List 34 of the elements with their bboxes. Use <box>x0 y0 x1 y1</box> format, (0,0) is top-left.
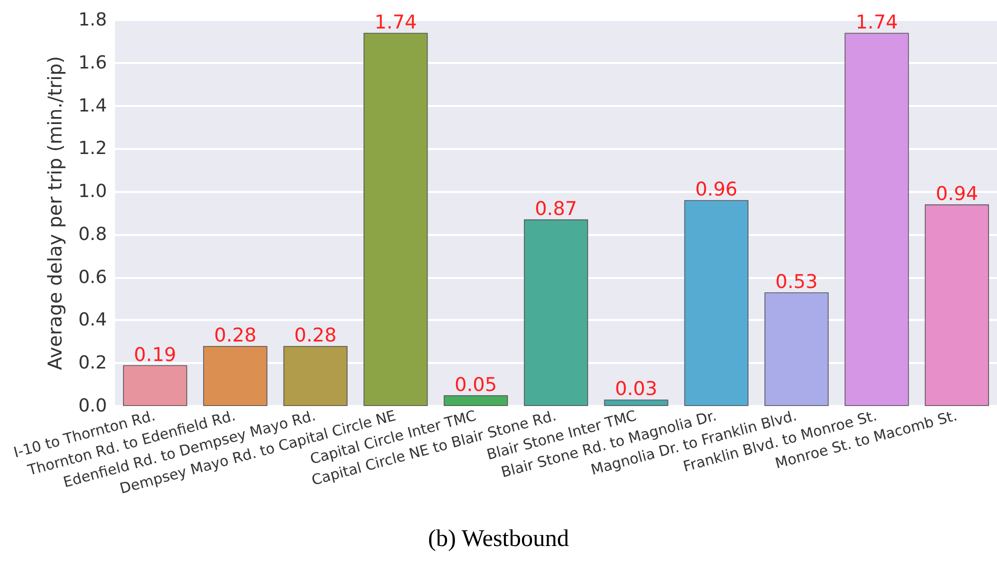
data-label: 0.96 <box>695 178 738 201</box>
data-label: 0.53 <box>775 270 818 293</box>
bar <box>444 395 508 406</box>
data-label: 0.19 <box>134 344 176 366</box>
data-label: 0.05 <box>454 374 497 396</box>
y-tick-label: 1.2 <box>78 138 107 160</box>
y-tick-label: 1.0 <box>78 181 107 202</box>
y-tick-label: 0.2 <box>78 352 107 374</box>
data-label: 1.74 <box>856 11 898 34</box>
bar <box>524 219 588 406</box>
text: (b) Westbound <box>428 526 569 552</box>
y-axis-title: Average delay per trip (min./trip) <box>44 56 66 370</box>
y-tick-label: 1.8 <box>78 10 107 30</box>
bar <box>844 32 909 406</box>
data-label: 0.28 <box>214 324 256 346</box>
y-tick-label: 1.6 <box>78 52 107 74</box>
bar <box>123 365 188 406</box>
data-label: 1.74 <box>374 11 417 34</box>
data-label: 0.03 <box>615 378 658 400</box>
bar <box>283 346 348 406</box>
bar <box>203 346 268 406</box>
y-tick-label: 0.6 <box>78 266 107 288</box>
bar <box>924 204 989 406</box>
bar <box>364 32 428 406</box>
y-tick-label: 1.4 <box>78 95 107 116</box>
data-label: 0.28 <box>294 324 337 346</box>
data-label: 0.87 <box>534 198 578 220</box>
data-label: 0.94 <box>936 182 978 205</box>
bar <box>604 400 668 406</box>
bar <box>764 292 829 406</box>
bar <box>684 200 748 406</box>
y-tick-label: 0.8 <box>78 224 107 245</box>
y-tick-label: 0.0 <box>78 396 107 416</box>
y-tick-label: 0.4 <box>78 310 107 331</box>
